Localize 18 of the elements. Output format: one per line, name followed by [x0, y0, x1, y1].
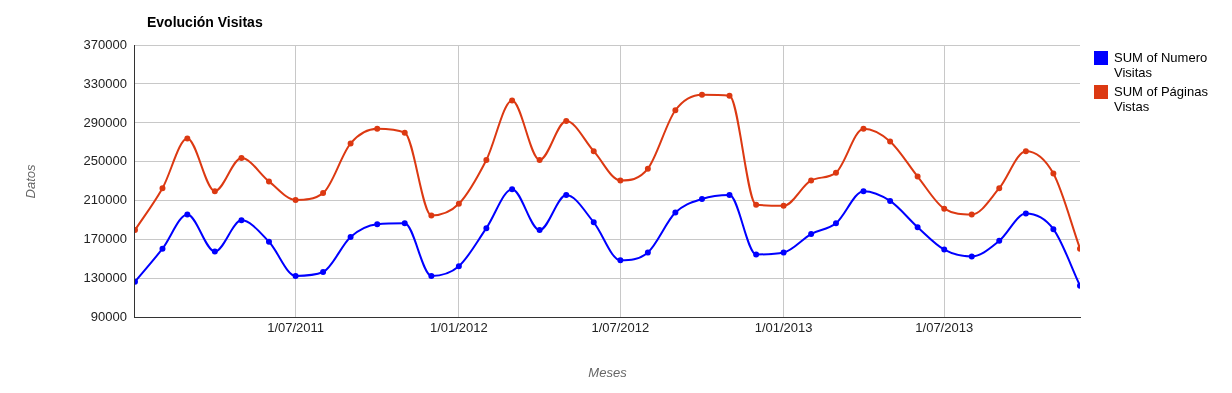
chart-title: Evolución Visitas — [147, 14, 263, 30]
x-tick-label: 1/01/2013 — [754, 320, 813, 336]
legend-label: SUM of Páginas Vistas — [1114, 84, 1209, 114]
y-tick-label: 130000 — [83, 270, 127, 286]
x-tick-label: 1/07/2013 — [915, 320, 974, 336]
y-tick-label: 250000 — [83, 153, 127, 169]
y-tick-label: 330000 — [83, 75, 127, 91]
y-tick-label: 370000 — [83, 36, 127, 52]
y-tick-label: 90000 — [90, 309, 127, 325]
y-axis-title: Datos — [23, 163, 39, 199]
x-axis-title: Meses — [588, 364, 628, 380]
y-tick-label: 210000 — [83, 192, 127, 208]
x-tick-label: 1/07/2012 — [591, 320, 650, 336]
x-tick-label: 1/07/2011 — [267, 320, 325, 336]
legend-label: SUM of Numero Visitas — [1114, 50, 1209, 80]
y-tick-label: 290000 — [83, 114, 127, 130]
x-tick-label: 1/01/2012 — [429, 320, 488, 336]
y-tick-label: 170000 — [83, 231, 127, 247]
